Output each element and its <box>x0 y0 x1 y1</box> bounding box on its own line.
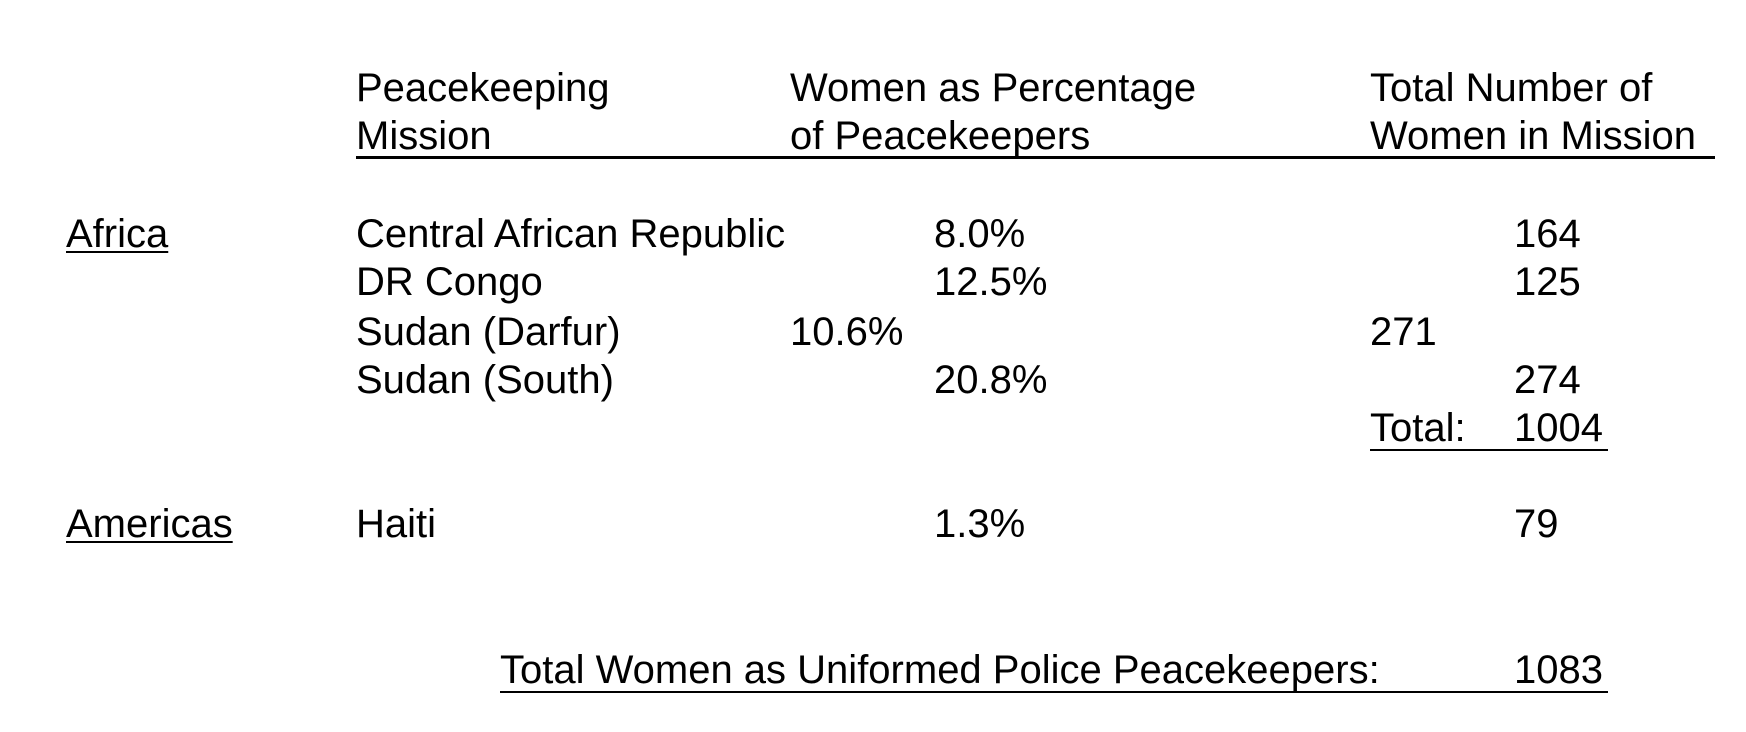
mission-name: Haiti <box>356 502 437 546</box>
header-total-line2: Women in Mission <box>1370 114 1697 158</box>
grand-total-value: 1083 <box>1514 648 1603 692</box>
mission-pct: 1.3% <box>934 502 1026 546</box>
mission-name: Central African Republic <box>356 212 786 256</box>
mission-pct: 20.8% <box>934 358 1048 402</box>
header-mission-line2: Mission <box>356 114 492 158</box>
mission-name: Sudan (South) <box>356 358 614 402</box>
header-mission-line1: Peacekeeping <box>356 66 610 110</box>
mission-count: 79 <box>1514 502 1559 546</box>
mission-count: 125 <box>1514 260 1581 304</box>
header-pct-line2: of Peacekeepers <box>790 114 1091 158</box>
africa-total-value: 1004 <box>1514 406 1603 450</box>
mission-name: Sudan (Darfur) <box>356 310 621 354</box>
mission-pct: 12.5% <box>934 260 1048 304</box>
region-label-americas: Americas <box>66 502 233 546</box>
mission-pct: 10.6% <box>790 310 904 354</box>
mission-name: DR Congo <box>356 260 543 304</box>
header-total-line1: Total Number of <box>1370 66 1653 110</box>
africa-total-underline <box>1370 449 1608 451</box>
header-pct-line1: Women as Percentage <box>790 66 1197 110</box>
grand-total-underline <box>500 691 1608 693</box>
mission-count: 271 <box>1370 310 1437 354</box>
grand-total-label: Total Women as Uniformed Police Peacekee… <box>500 648 1380 692</box>
mission-pct: 8.0% <box>934 212 1026 256</box>
header-underline <box>356 156 1715 159</box>
mission-count: 164 <box>1514 212 1581 256</box>
region-label-africa: Africa <box>66 212 169 256</box>
africa-total-label: Total: <box>1370 406 1466 450</box>
mission-count: 274 <box>1514 358 1581 402</box>
